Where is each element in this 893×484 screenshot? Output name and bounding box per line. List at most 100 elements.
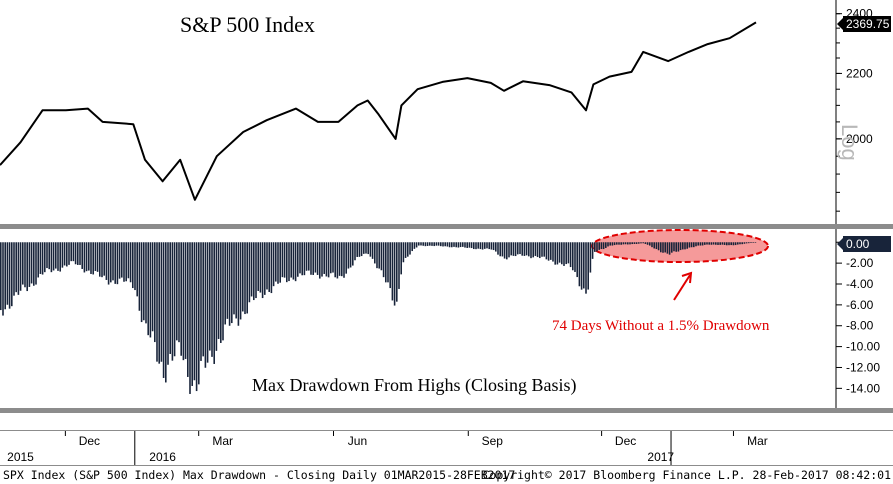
drawdown-bar: [180, 242, 182, 356]
drawdown-bar: [580, 242, 583, 290]
drawdown-bar: [37, 242, 39, 278]
drawdown-bar: [253, 242, 255, 301]
drawdown-bar: [165, 242, 167, 383]
drawdown-bar: [431, 242, 433, 246]
drawdown-bar: [583, 242, 585, 289]
drawdown-bar: [74, 242, 77, 265]
drawdown-bar: [248, 242, 251, 303]
drawdown-bar: [136, 242, 138, 297]
drawdown-bar: [752, 242, 754, 243]
drawdown-bar: [554, 242, 556, 265]
drawdown-bar: [184, 242, 187, 359]
drawdown-bar: [517, 242, 519, 255]
drawdown-bar: [495, 242, 497, 252]
drawdown-bar: [651, 242, 653, 248]
x-axis: Dec Mar Jun Sep Dec Mar 2015 2016 2017: [7, 431, 768, 465]
drawdown-bar: [160, 242, 163, 362]
drawdown-bar: [33, 242, 35, 286]
drawdown-bar: [739, 242, 741, 245]
drawdown-bar: [123, 242, 125, 282]
drawdown-bar: [389, 242, 391, 289]
drawdown-bar: [442, 242, 444, 247]
drawdown-bar: [589, 242, 592, 273]
drawdown-bar: [600, 242, 603, 250]
drawdown-bar: [270, 242, 273, 294]
drawdown-bar: [547, 242, 550, 261]
drawdown-bar: [512, 242, 515, 256]
panel-separator-bottom: [0, 408, 893, 413]
drawdown-bar: [202, 242, 204, 357]
drawdown-last-value-box: [843, 236, 891, 252]
drawdown-bar: [649, 242, 651, 246]
drawdown-bar: [376, 242, 378, 269]
drawdown-bar: [154, 242, 156, 343]
drawdown-bar: [15, 242, 17, 293]
drawdown-bar: [242, 242, 244, 312]
drawdown-bar: [233, 242, 235, 315]
drawdown-bar: [176, 242, 178, 341]
drawdown-bar: [44, 242, 46, 273]
drawdown-bar: [30, 242, 33, 284]
drawdown-bar: [204, 242, 207, 368]
drawdown-bar: [264, 242, 266, 295]
drawdown-bar: [206, 242, 209, 363]
drawdown-bar: [391, 242, 394, 301]
drawdown-bar: [717, 242, 719, 245]
drawdown-bar: [193, 242, 196, 381]
drawdown-bar: [578, 242, 581, 287]
drawdown-bar: [424, 242, 427, 247]
drawdown-bar: [187, 242, 189, 377]
drawdown-bar: [261, 242, 264, 299]
drawdown-bar: [635, 242, 638, 244]
drawdown-bar: [246, 242, 248, 314]
drawdown-bar: [156, 242, 158, 362]
drawdown-bar: [387, 242, 389, 283]
drawdown-bar: [367, 242, 369, 255]
drawdown-tick-label: -4.00: [846, 277, 874, 291]
drawdown-bar: [750, 242, 752, 243]
drawdown-bar: [719, 242, 721, 245]
drawdown-bar: [618, 242, 620, 245]
drawdown-last-value-pointer: [837, 238, 843, 250]
drawdown-tick-label: -14.00: [846, 381, 880, 395]
drawdown-bar: [444, 242, 446, 247]
drawdown-bar: [594, 242, 596, 252]
x-month-label: Dec: [615, 434, 636, 448]
drawdown-bar: [151, 242, 154, 332]
footer-left: SPX Index (S&P 500 Index) Max Drawdown -…: [3, 468, 515, 482]
drawdown-bar: [358, 242, 361, 257]
drawdown-tick-label: -12.00: [846, 360, 880, 374]
drawdown-bar: [134, 242, 136, 291]
price-last-value-box: [843, 16, 891, 32]
drawdown-bar: [182, 242, 185, 361]
drawdown-bar: [629, 242, 631, 245]
drawdown-bar: [664, 242, 666, 253]
footer-separator: [0, 465, 893, 466]
drawdown-bar: [519, 242, 521, 255]
drawdown-bar: [112, 242, 114, 281]
drawdown-bar: [121, 242, 123, 278]
drawdown-bar: [611, 242, 614, 246]
x-month-label: Jun: [348, 434, 367, 448]
drawdown-bar: [92, 242, 94, 275]
drawdown-bar: [173, 242, 176, 357]
drawdown-bar: [105, 242, 108, 280]
drawdown-bar: [499, 242, 501, 257]
drawdown-bar: [266, 242, 268, 290]
drawdown-bar: [660, 242, 662, 253]
drawdown-bar: [244, 242, 246, 315]
drawdown-y-ticks: -2.00 -4.00 -6.00 -8.00 -10.00 -12.00 -14.00: [836, 241, 880, 395]
drawdown-bar: [303, 242, 306, 276]
drawdown-bar: [28, 242, 31, 287]
drawdown-bar: [281, 242, 284, 278]
drawdown-bar: [35, 242, 37, 285]
drawdown-bar: [308, 242, 310, 271]
drawdown-bar: [88, 242, 90, 271]
drawdown-bar: [536, 242, 539, 258]
drawdown-bar: [162, 242, 165, 378]
drawdown-bar: [345, 242, 347, 274]
drawdown-bar: [609, 242, 611, 246]
drawdown-bar: [633, 242, 636, 244]
price-panel-background: [0, 0, 893, 225]
drawdown-bar: [22, 242, 24, 285]
